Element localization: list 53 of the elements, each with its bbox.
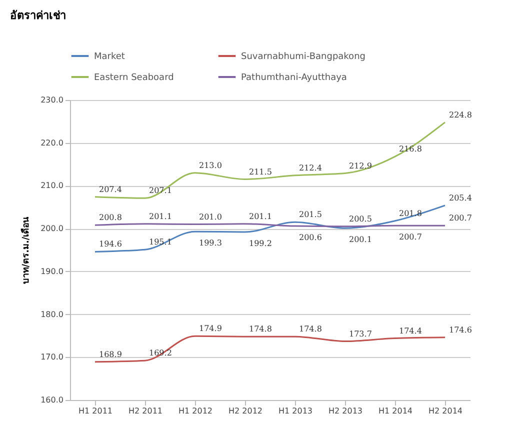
x-tick-label: H1 2013 — [278, 406, 313, 416]
x-tick-label: H2 2012 — [228, 406, 263, 416]
y-tick-label: 160.0 — [40, 396, 64, 404]
data-label: 201.1 — [249, 212, 272, 221]
legend-label: Suvarnabhumi-Bangpakong — [241, 52, 366, 62]
data-label: 174.8 — [299, 324, 322, 334]
data-label: 211.5 — [249, 167, 272, 176]
data-label: 200.5 — [349, 214, 372, 224]
data-label: 201.1 — [149, 212, 172, 221]
data-label: 174.4 — [399, 326, 422, 336]
y-tick-label: 210.0 — [40, 181, 64, 190]
data-label: 212.9 — [349, 161, 372, 170]
x-tick-label: H1 2014 — [378, 406, 413, 416]
x-tick-label: H2 2014 — [428, 406, 463, 416]
data-label: 201.5 — [299, 210, 322, 220]
x-tick-label: H1 2011 — [78, 406, 113, 416]
data-label: 168.9 — [99, 350, 122, 359]
data-label: 212.4 — [299, 163, 322, 172]
y-tick-label: 190.0 — [40, 266, 64, 276]
data-label: 174.9 — [199, 324, 222, 334]
line-series — [94, 204, 446, 252]
data-label: 174.8 — [249, 324, 272, 334]
data-label: 200.6 — [299, 233, 322, 242]
legend-label: Pathumthani-Ayutthaya — [241, 73, 347, 83]
line-series — [94, 122, 446, 199]
legend-label: Market — [94, 52, 126, 62]
data-label: 173.7 — [349, 329, 372, 338]
data-label: 200.7 — [449, 214, 472, 223]
data-label: 199.3 — [199, 238, 222, 248]
data-label: 200.1 — [349, 235, 372, 244]
data-label: 194.6 — [99, 240, 122, 249]
data-label: 201.8 — [399, 208, 422, 218]
data-label: 207.4 — [99, 184, 122, 194]
data-label: 213.0 — [199, 160, 222, 170]
y-tick-label: 200.0 — [40, 224, 64, 234]
y-tick-label: 230.0 — [40, 96, 64, 104]
data-label: 205.4 — [449, 193, 472, 202]
data-label: 224.8 — [449, 110, 472, 120]
x-tick-label: H2 2011 — [128, 406, 163, 416]
chart-title: อัตราค่าเช่า — [10, 9, 66, 22]
y-tick-label: 180.0 — [40, 310, 64, 319]
legend-label: Eastern Seaboard — [94, 73, 174, 83]
y-tick-label: 220.0 — [40, 138, 64, 148]
x-tick-label: H2 2013 — [328, 406, 363, 416]
x-tick-label: H1 2012 — [178, 406, 213, 416]
y-tick-label: 170.0 — [40, 352, 64, 362]
y-axis-title: บาท/ตร.ม./เดือน — [20, 216, 32, 284]
data-label: 200.8 — [99, 213, 122, 222]
data-label: 201.0 — [199, 212, 222, 222]
data-label: 199.2 — [249, 239, 272, 248]
data-label: 200.7 — [399, 232, 422, 242]
data-label: 174.6 — [449, 325, 472, 334]
line-series — [94, 335, 446, 363]
